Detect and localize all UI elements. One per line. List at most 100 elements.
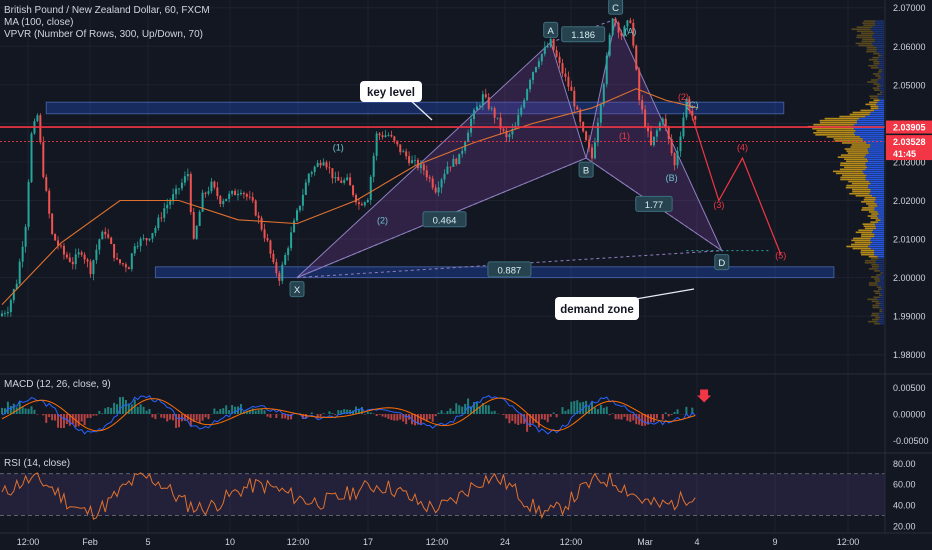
vp-row-down (880, 219, 884, 221)
candle-body (478, 105, 481, 107)
candle-body (278, 273, 281, 281)
price-axis[interactable]: 2.070002.060002.050002.040002.030002.020… (886, 3, 932, 360)
macd-histogram-bar (405, 414, 408, 425)
vp-row-up (866, 48, 877, 51)
vp-row-down (879, 99, 884, 102)
price-marker: 2.03905 (893, 123, 926, 133)
candle-body (1, 313, 3, 317)
candle-body (378, 133, 381, 136)
vp-row-down (879, 89, 884, 91)
vp-row-up (868, 211, 878, 213)
macd-histogram-bar (549, 414, 552, 417)
vp-row-up (861, 209, 875, 211)
demand-zone-callout[interactable]: demand zone (555, 288, 695, 320)
macd-histogram-bar (36, 414, 39, 415)
key-level-callout[interactable]: key level (360, 81, 433, 121)
macd-histogram-bar (570, 401, 573, 415)
vp-row-up (846, 245, 869, 248)
macd-histogram-bar (195, 414, 198, 421)
vp-row-down (878, 266, 884, 268)
vp-row-down (880, 316, 884, 319)
macd-histogram-bar (89, 414, 92, 418)
candle-body (216, 187, 219, 197)
candle-body (160, 217, 163, 219)
macd-histogram-bar (331, 413, 334, 415)
candle-body (664, 118, 667, 127)
candle-body (576, 106, 579, 110)
price-marker-box (886, 135, 932, 149)
vp-row-up (839, 168, 866, 171)
macd-histogram-bar (573, 400, 576, 415)
vp-row-down (879, 278, 884, 280)
vp-row-down (874, 249, 884, 252)
candle-body (148, 238, 151, 241)
macd-histogram-bar (458, 405, 461, 415)
macd-histogram-bar (561, 407, 564, 415)
candle-body (157, 217, 160, 228)
macd-histogram-bar (172, 414, 175, 421)
ratio-label: 0.887 (498, 265, 522, 276)
vp-row-down (877, 320, 884, 323)
projection-line[interactable] (688, 107, 782, 255)
vp-row-down (865, 168, 884, 171)
candle-body (599, 104, 602, 123)
vp-row-down (872, 34, 884, 37)
candle-body (532, 72, 534, 80)
key-level-zone[interactable] (45, 101, 785, 115)
vp-row-down (855, 129, 884, 132)
vp-row-up (876, 274, 881, 276)
vp-row-up (836, 172, 864, 175)
macd-histogram-bar (449, 408, 452, 415)
candle-body (331, 168, 334, 179)
vp-row-up (870, 105, 879, 108)
vp-row-down (880, 292, 884, 295)
macd-histogram-bar (178, 414, 180, 428)
macd-histogram-bar (54, 414, 57, 421)
time-tick-label: 10 (225, 537, 235, 547)
vp-row-down (878, 312, 884, 315)
candle-body (387, 134, 390, 136)
vp-row-up (866, 50, 877, 53)
vp-row-up (852, 247, 871, 250)
demand-zone-text: demand zone (560, 304, 633, 316)
candle-body (517, 114, 520, 126)
harmonic-pattern[interactable] (296, 17, 769, 279)
vp-row-down (880, 85, 884, 87)
vp-row-down (879, 306, 884, 309)
candle-body (281, 264, 284, 281)
vp-row-down (876, 203, 884, 205)
macd-histogram-bar (591, 401, 593, 415)
vp-row-down (874, 32, 884, 35)
time-axis[interactable]: 12:00 Feb 5 10 12:00 17 12:00 24 12:00 Mar 4 9 12:00 (17, 537, 860, 547)
macd-histogram-bar (343, 409, 346, 415)
vp-row-up (864, 227, 876, 230)
projection-path[interactable] (688, 107, 782, 255)
ratio-label-box (422, 211, 467, 228)
macd-histogram-bar (602, 407, 605, 415)
vp-row-up (840, 154, 866, 156)
macd-histogram-bar (387, 414, 390, 419)
candle-body (405, 151, 408, 157)
vp-row-up (874, 270, 880, 272)
macd-histogram-bar (664, 412, 667, 415)
candle-body (68, 257, 71, 262)
vp-row-down (863, 140, 884, 142)
candle-body (428, 177, 431, 179)
macd-histogram-bar (393, 414, 396, 421)
vp-row-up (852, 111, 871, 114)
macd-histogram-bar (101, 413, 104, 415)
vp-row-up (863, 24, 876, 26)
candle-body (608, 35, 611, 56)
candle-body (402, 151, 405, 153)
vp-row-up (877, 71, 882, 73)
vp-row-down (856, 119, 884, 122)
vp-row-down (881, 288, 884, 290)
vp-row-up (870, 67, 879, 69)
macd-histogram-bar (617, 414, 620, 420)
vp-row-down (877, 95, 884, 98)
vp-row-up (844, 148, 868, 150)
candle-body (145, 238, 148, 241)
candle-body (346, 177, 349, 181)
vp-row-down (880, 274, 884, 276)
